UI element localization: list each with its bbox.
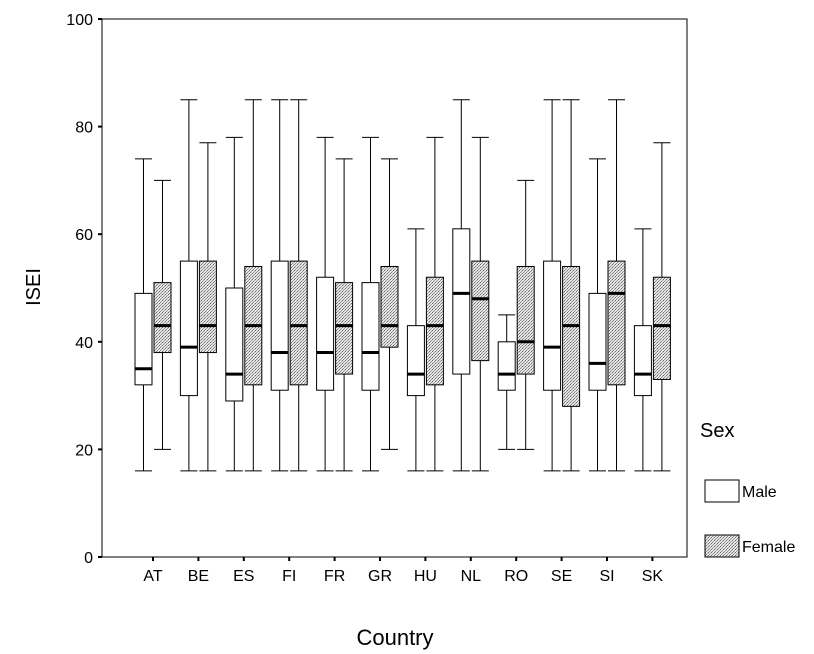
box-body [134,292,153,386]
y-tick-label: 80 [75,120,93,137]
x-axis-label: Country [356,625,433,650]
y-tick-label: 40 [75,335,93,352]
legend-label-female: Female [742,539,795,556]
box-female-nl [471,136,490,472]
box-male-es [225,136,244,472]
box-male-gr [361,136,380,472]
x-tick-label: GR [368,568,392,585]
box-female-fi [289,99,308,472]
x-tick-label: FI [282,568,296,585]
legend-label-male: Male [742,484,777,501]
boxes [134,99,671,472]
box-body [225,287,244,402]
x-tick-label: BE [188,568,209,585]
box-male-fi [270,99,289,472]
plot-frame-group [101,18,688,558]
x-tick-label: FR [324,568,345,585]
box-body [153,282,172,354]
box-body [335,282,354,375]
box-female-be [198,142,217,472]
box-body [607,260,626,386]
box-body [588,292,607,391]
box-male-sk [633,228,652,472]
box-body [361,282,380,391]
box-female-se [562,99,581,472]
x-tick-label: SK [642,568,664,585]
x-tick-label: HU [414,568,437,585]
box-female-ro [516,179,535,450]
box-male-nl [452,99,471,472]
box-body [316,276,335,391]
box-body [289,260,308,386]
x-axis: AT BE ES FI FR GR HU NL RO SE SI SK [143,557,663,585]
legend: Sex Male Female [700,420,795,558]
box-male-ro [497,314,516,450]
x-tick-label: RO [504,568,528,585]
box-female-hu [425,136,444,472]
x-tick-label: ES [233,568,254,585]
box-body [471,260,490,362]
legend-swatch-male [704,479,740,503]
box-body [652,276,671,380]
box-male-be [179,99,198,472]
box-male-se [543,99,562,472]
box-body [633,325,652,397]
box-body [198,260,217,354]
box-female-at [153,179,172,450]
y-tick-label: 0 [84,550,93,567]
y-axis-label: ISEI [23,268,45,306]
box-female-fr [335,158,354,472]
box-female-si [607,99,626,472]
y-axis: 0 20 40 60 80 100 [66,12,102,567]
x-tick-label: SI [599,568,614,585]
plot-frame [101,18,688,558]
y-tick-label: 60 [75,227,93,244]
box-body [270,260,289,391]
box-body [179,260,198,397]
box-body [497,341,516,391]
box-body [425,276,444,386]
box-body [516,265,535,375]
box-male-si [588,158,607,472]
box-body [543,260,562,391]
box-female-es [244,99,263,472]
box-body [562,265,581,407]
y-tick-label: 20 [75,442,93,459]
x-tick-label: NL [461,568,482,585]
box-body [380,265,399,348]
x-tick-label: AT [143,568,162,585]
box-female-gr [380,158,399,450]
x-tick-label: SE [551,568,572,585]
y-tick-label: 100 [66,12,93,29]
box-male-fr [316,136,335,472]
box-body [406,325,425,397]
box-female-sk [652,142,671,472]
legend-title: Sex [700,420,734,442]
box-male-at [134,158,153,472]
legend-swatch-female [704,534,740,558]
box-body [452,228,471,375]
box-male-hu [406,228,425,472]
